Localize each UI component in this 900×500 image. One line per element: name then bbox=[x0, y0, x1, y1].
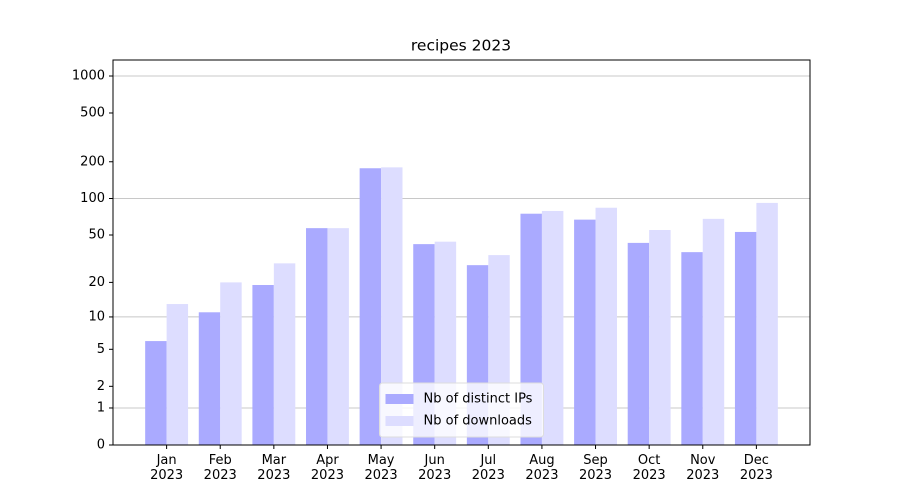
x-tick-label: May 2023 bbox=[364, 453, 398, 483]
bar bbox=[273, 263, 296, 445]
y-tick-label: 0 bbox=[97, 438, 105, 453]
x-tick-label: Sep 2023 bbox=[578, 453, 613, 483]
bar bbox=[220, 282, 242, 445]
bar bbox=[359, 168, 382, 446]
x-tick-label: Aug 2023 bbox=[525, 453, 559, 483]
bar bbox=[702, 218, 725, 445]
x-tick-label: Apr 2023 bbox=[310, 453, 344, 483]
x-tick-label: Jul 2023 bbox=[471, 453, 505, 483]
y-tick-label: 10 bbox=[88, 309, 105, 324]
bar bbox=[145, 341, 167, 445]
x-tick-label: Mar 2023 bbox=[257, 453, 291, 483]
bar bbox=[166, 304, 189, 445]
y-tick-label: 500 bbox=[80, 105, 105, 120]
bar bbox=[681, 252, 703, 445]
legend-swatch bbox=[385, 416, 414, 426]
bar bbox=[306, 228, 328, 445]
y-tick-label: 2 bbox=[97, 379, 105, 394]
y-tick-label: 50 bbox=[88, 228, 105, 243]
bar bbox=[734, 231, 757, 445]
y-tick-label: 200 bbox=[80, 154, 105, 169]
x-tick-label: Oct 2023 bbox=[632, 453, 666, 483]
x-tick-label: Dec 2023 bbox=[739, 453, 773, 483]
plot-frame bbox=[112, 59, 811, 446]
x-tick-label: Nov 2023 bbox=[686, 453, 720, 483]
x-tick-label: Feb 2023 bbox=[203, 453, 237, 483]
bar bbox=[252, 285, 274, 445]
bar bbox=[649, 230, 671, 445]
legend-box bbox=[379, 382, 544, 438]
legend-label: Nb of downloads bbox=[424, 414, 533, 429]
chart-title: recipes 2023 bbox=[411, 37, 511, 55]
y-tick-label: 100 bbox=[80, 191, 105, 206]
bar bbox=[541, 210, 564, 445]
bar bbox=[595, 207, 617, 445]
y-tick-label: 20 bbox=[88, 275, 105, 290]
y-tick-label: 1000 bbox=[72, 69, 105, 84]
legend: Nb of distinct IPs Nb of downloads bbox=[379, 382, 544, 438]
legend-label: Nb of distinct IPs bbox=[424, 392, 533, 407]
legend-swatch bbox=[385, 394, 414, 404]
bar bbox=[756, 202, 778, 445]
bar bbox=[327, 228, 349, 445]
bar bbox=[198, 312, 221, 445]
bar bbox=[574, 219, 596, 445]
bar bbox=[627, 242, 650, 445]
y-tick-label: 1 bbox=[97, 400, 105, 415]
bar bbox=[381, 167, 403, 446]
x-tick-label: Jun 2023 bbox=[418, 453, 452, 483]
y-tick-label: 5 bbox=[97, 342, 105, 357]
x-tick-label: Jan 2023 bbox=[150, 453, 184, 483]
